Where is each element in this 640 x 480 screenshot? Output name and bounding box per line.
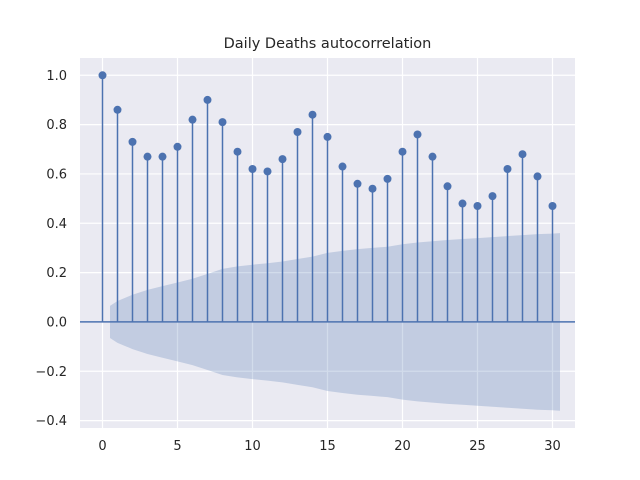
acf-point xyxy=(233,147,242,156)
acf-point xyxy=(518,150,527,159)
acf-point xyxy=(473,202,482,210)
acf-point xyxy=(353,179,362,188)
y-tick-label: 0.0 xyxy=(46,315,67,330)
y-tick-label: −0.4 xyxy=(35,414,67,429)
y-tick-label: 1.0 xyxy=(46,69,67,84)
x-tick-labels: 0 5 10 15 20 25 30 xyxy=(98,439,560,454)
x-tick-label: 15 xyxy=(319,439,336,454)
acf-point xyxy=(503,165,512,173)
acf-point xyxy=(548,202,557,210)
acf-point xyxy=(143,152,152,161)
acf-point xyxy=(398,147,407,156)
acf-point xyxy=(293,128,302,136)
acf-point xyxy=(428,152,437,161)
y-tick-labels: −0.4 −0.2 0.0 0.2 0.4 0.6 0.8 1.0 xyxy=(35,69,67,429)
acf-point xyxy=(413,130,422,139)
acf-point xyxy=(113,105,122,114)
acf-point xyxy=(188,115,197,124)
y-tick-label: 0.2 xyxy=(46,266,67,281)
acf-point xyxy=(368,184,377,193)
acf-point xyxy=(248,165,257,173)
acf-point xyxy=(383,174,392,183)
chart-title: Daily Deaths autocorrelation xyxy=(224,36,432,52)
x-tick-label: 0 xyxy=(98,439,106,454)
y-tick-label: −0.2 xyxy=(35,365,67,380)
x-tick-label: 20 xyxy=(394,439,411,454)
acf-point xyxy=(158,152,167,161)
y-tick-label: 0.8 xyxy=(46,118,67,133)
acf-point xyxy=(173,142,182,151)
acf-point xyxy=(533,172,542,181)
acf-point xyxy=(323,132,332,141)
x-tick-label: 30 xyxy=(544,439,561,454)
acf-point xyxy=(128,137,137,146)
stems xyxy=(98,71,557,322)
x-tick-label: 10 xyxy=(244,439,261,454)
acf-point xyxy=(443,182,452,191)
acf-point xyxy=(458,199,467,208)
acf-point xyxy=(338,162,347,171)
acf-point xyxy=(263,167,272,176)
x-tick-label: 5 xyxy=(173,439,181,454)
x-tick-label: 25 xyxy=(469,439,486,454)
y-tick-label: 0.4 xyxy=(46,217,67,232)
acf-point xyxy=(218,118,227,127)
y-tick-label: 0.6 xyxy=(46,167,67,182)
acf-point xyxy=(98,71,107,80)
acf-point xyxy=(488,192,497,201)
acf-point xyxy=(203,95,212,104)
acf-point xyxy=(278,155,287,164)
acf-point xyxy=(308,110,317,119)
